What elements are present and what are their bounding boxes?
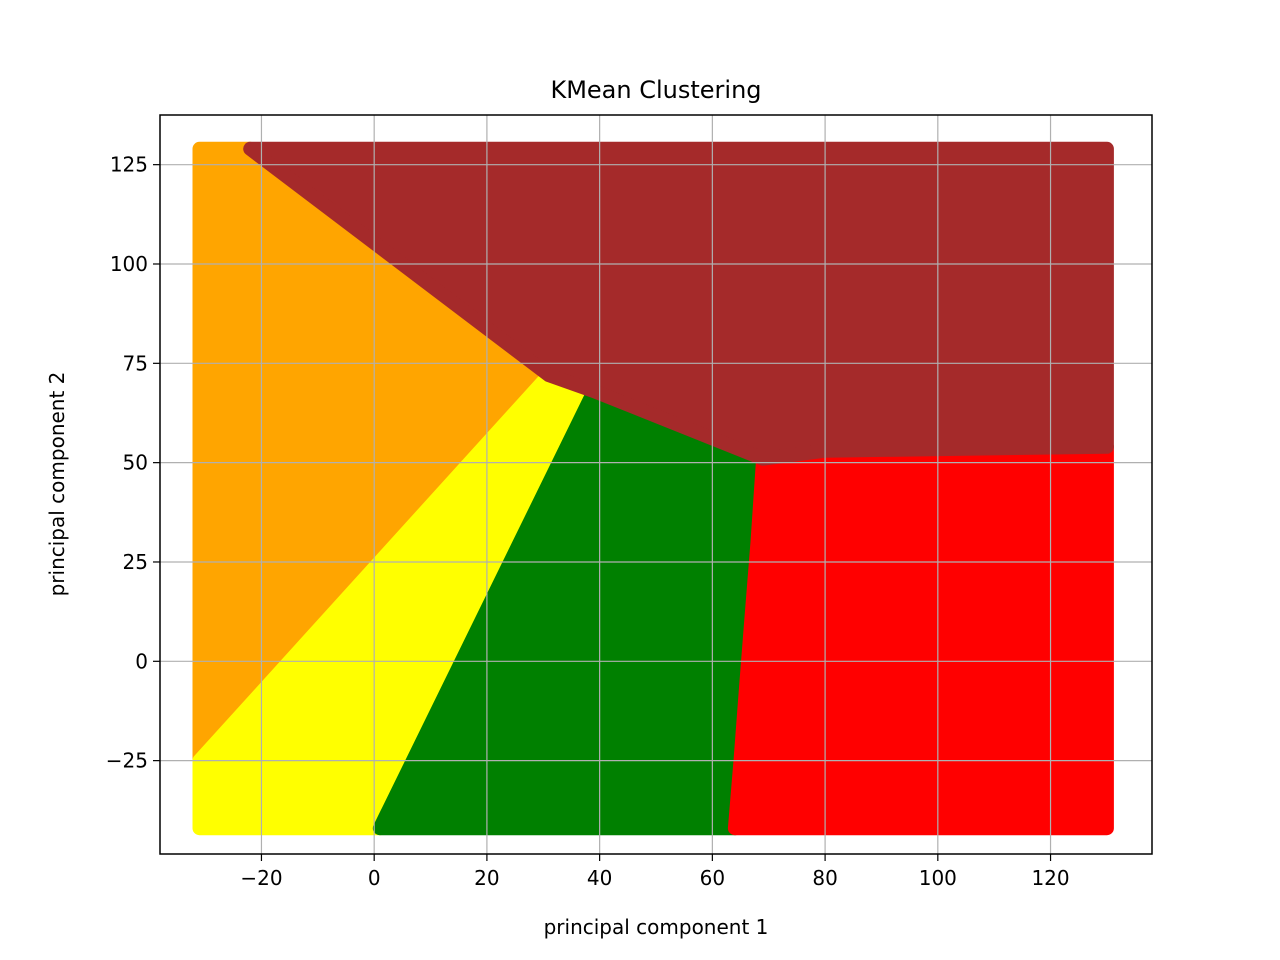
x-tick-label: 80	[812, 866, 837, 890]
y-tick-label: 50	[123, 451, 148, 475]
x-tick-label: 60	[700, 866, 725, 890]
x-axis: −20 0 20 40 60 80 100 120	[240, 854, 1070, 890]
y-tick-label: 100	[110, 252, 148, 276]
x-axis-label: principal component 1	[544, 915, 769, 939]
y-axis: −25 0 25 50 75 100 125	[106, 153, 160, 773]
plot-frame	[159, 114, 1153, 855]
grid-lines	[160, 115, 1152, 854]
x-tick-label: 120	[1031, 866, 1069, 890]
y-axis-label: principal component 2	[45, 372, 69, 597]
cluster-regions	[192, 141, 1114, 836]
x-tick-label: 100	[919, 866, 957, 890]
cluster-region-4	[727, 439, 1114, 836]
y-tick-label: 25	[123, 550, 148, 574]
x-tick-label: 0	[368, 866, 381, 890]
x-tick-label: 20	[474, 866, 499, 890]
chart-title: KMean Clustering	[550, 76, 761, 104]
cluster-region-5	[243, 141, 1114, 466]
y-tick-label: 125	[110, 153, 148, 177]
y-tick-label: −25	[106, 749, 148, 773]
x-tick-label: 40	[587, 866, 612, 890]
x-tick-label: −20	[240, 866, 282, 890]
y-tick-label: 75	[123, 351, 148, 375]
y-tick-label: 0	[135, 649, 148, 673]
